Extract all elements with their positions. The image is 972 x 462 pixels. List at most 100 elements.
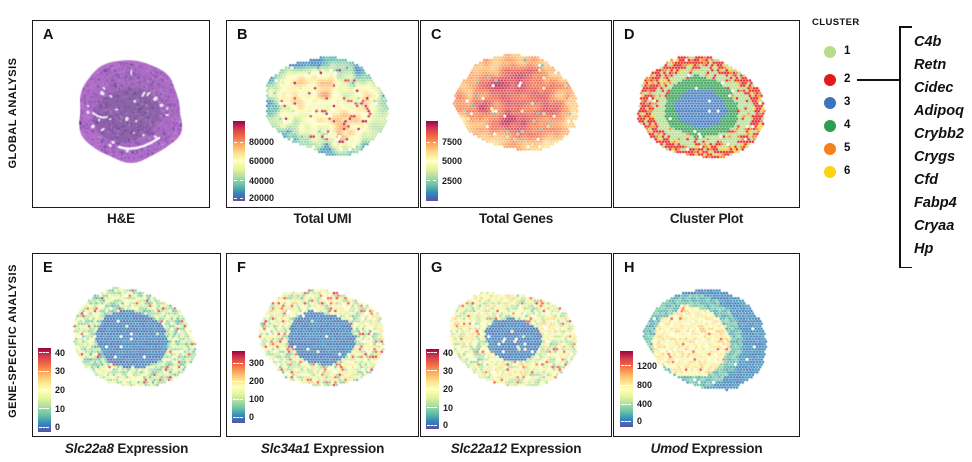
colorbar-tick-mark [621,420,631,422]
panel-b-caption: Total UMI [226,211,419,226]
gene-list-item-C4b: C4b [914,34,942,50]
colorbar-tick-mark [427,370,437,372]
cluster-6-label: 6 [844,165,851,177]
panel-a-caption: H&E [32,211,210,226]
colorbar-tick-label: 60000 [249,156,275,167]
colorbar-tick-mark [233,416,243,418]
colorbar-tick-mark [39,352,49,354]
colorbar-tick-mark [427,388,437,390]
colorbar-tick-mark [39,426,49,428]
cluster-3-dot [824,97,836,109]
colorbar-tick-label: 0 [443,420,449,431]
cluster-2-label: 2 [844,73,851,85]
cluster-3-label: 3 [844,96,851,108]
colorbar-gradient [426,121,438,201]
panel-f-letter: F [237,260,246,276]
row-label-global-analysis: GLOBAL ANALYSIS [7,57,19,169]
colorbar-tick-label: 40 [55,347,66,358]
panel-b-spot-plot [227,21,417,206]
cluster-2-dot [824,74,836,86]
colorbar-tick-label: 20 [443,384,454,395]
cluster-1-dot [824,46,836,58]
panel-e-caption: Slc22a8 Expression [32,441,221,456]
panel-e-caption-text: Expression [113,441,189,456]
colorbar-tick-label: 300 [249,358,265,369]
panel-h-caption-gene: Umod [650,441,689,456]
panel-g-caption-text: Expression [506,441,582,456]
panel-c-caption-text: Total Genes [478,211,554,226]
colorbar-tick-mark [234,141,243,143]
gene-list-bracket-top-tick [899,26,912,28]
gene-list-item-Retn: Retn [914,57,947,73]
gene-list-bracket [899,26,901,268]
colorbar-tick-mark [233,362,243,364]
colorbar-tick-label: 10 [443,402,454,413]
colorbar-tick-label: 10 [55,403,66,414]
colorbar-tick-label: 20000 [249,193,275,204]
panel-h: H 1200 800 400 0 Umod Expression [613,253,800,461]
colorbar-tick-mark [427,424,437,426]
colorbar-tick-label: 100 [249,394,265,405]
cluster-5-dot [824,143,836,155]
panel-d-letter: D [624,27,635,43]
colorbar-tick-mark [427,160,436,161]
panel-b-caption-text: Total UMI [293,211,352,226]
cluster-4-dot [824,120,836,132]
colorbar-tick-label: 40000 [249,175,275,186]
gene-list-item-Cryaa: Cryaa [914,218,955,234]
colorbar-tick-mark [234,160,243,162]
panel-e: E 40 30 20 10 0 Slc22a8 Expression [32,253,221,461]
panel-f: F 300 200 100 0 Slc34a1 Expression [226,253,419,461]
cluster2-connector-line [857,79,899,81]
panel-g: G 40 30 20 10 0 Slc22a12 Expression [420,253,612,461]
colorbar-tick-mark [427,352,437,353]
colorbar-tick-mark [621,384,631,386]
colorbar-tick-label: 40 [443,347,454,358]
panel-f-caption-text: Expression [309,441,385,456]
colorbar-tick-mark [427,407,437,409]
panel-e-caption-gene: Slc22a8 [64,441,114,456]
colorbar-tick-mark [621,365,631,367]
gene-list-item-Cidec: Cidec [914,80,954,96]
panel-a-caption-text: H&E [107,211,135,226]
colorbar-tick-mark [234,180,243,181]
colorbar-gradient [620,351,633,427]
panel-g-letter: G [431,260,443,276]
colorbar-gradient [232,351,245,423]
panel-d-cluster-plot [614,21,798,206]
cluster-5-label: 5 [844,142,851,154]
colorbar-tick-mark [39,389,49,390]
panel-h-caption: Umod Expression [613,441,800,456]
colorbar-tick-label: 0 [55,422,61,433]
colorbar-tick-label: 1200 [637,360,658,371]
colorbar-tick-label: 800 [637,380,653,391]
panel-c: C 7500 5000 2500 Total Genes [420,20,612,232]
cluster-6-dot [824,166,836,178]
gene-list-bracket-bottom-tick [899,266,912,268]
panel-c-letter: C [431,27,442,43]
panel-g-spot-plot [421,254,610,435]
panel-b: B 80000 60000 40000 20000 Total UMI [226,20,419,232]
gene-list-item-Fabp4: Fabp4 [914,195,957,211]
panel-e-spot-plot [33,254,219,435]
panel-b-letter: B [237,27,248,43]
panel-h-caption-text: Expression [688,441,763,456]
panel-g-caption-gene: Slc22a12 [450,441,507,456]
row-label-gene-specific-analysis: GENE-SPECIFIC ANALYSIS [7,264,19,418]
colorbar-tick-label: 200 [249,376,265,387]
colorbar-tick-mark [233,380,243,382]
colorbar-tick-mark [234,197,243,199]
colorbar-tick-label: 0 [637,416,643,427]
panel-c-caption: Total Genes [420,211,612,226]
panel-a: A H&E [32,20,210,232]
colorbar-tick-mark [427,180,436,181]
colorbar-tick-label: 30 [55,366,66,377]
panel-h-spot-plot [614,254,798,435]
panel-a-letter: A [43,27,54,43]
colorbar-tick-mark [233,398,243,400]
colorbar-tick-label: 30 [443,365,454,376]
colorbar [232,351,245,423]
colorbar [233,121,245,201]
gene-list-item-Adipoq: Adipoq [914,103,964,119]
